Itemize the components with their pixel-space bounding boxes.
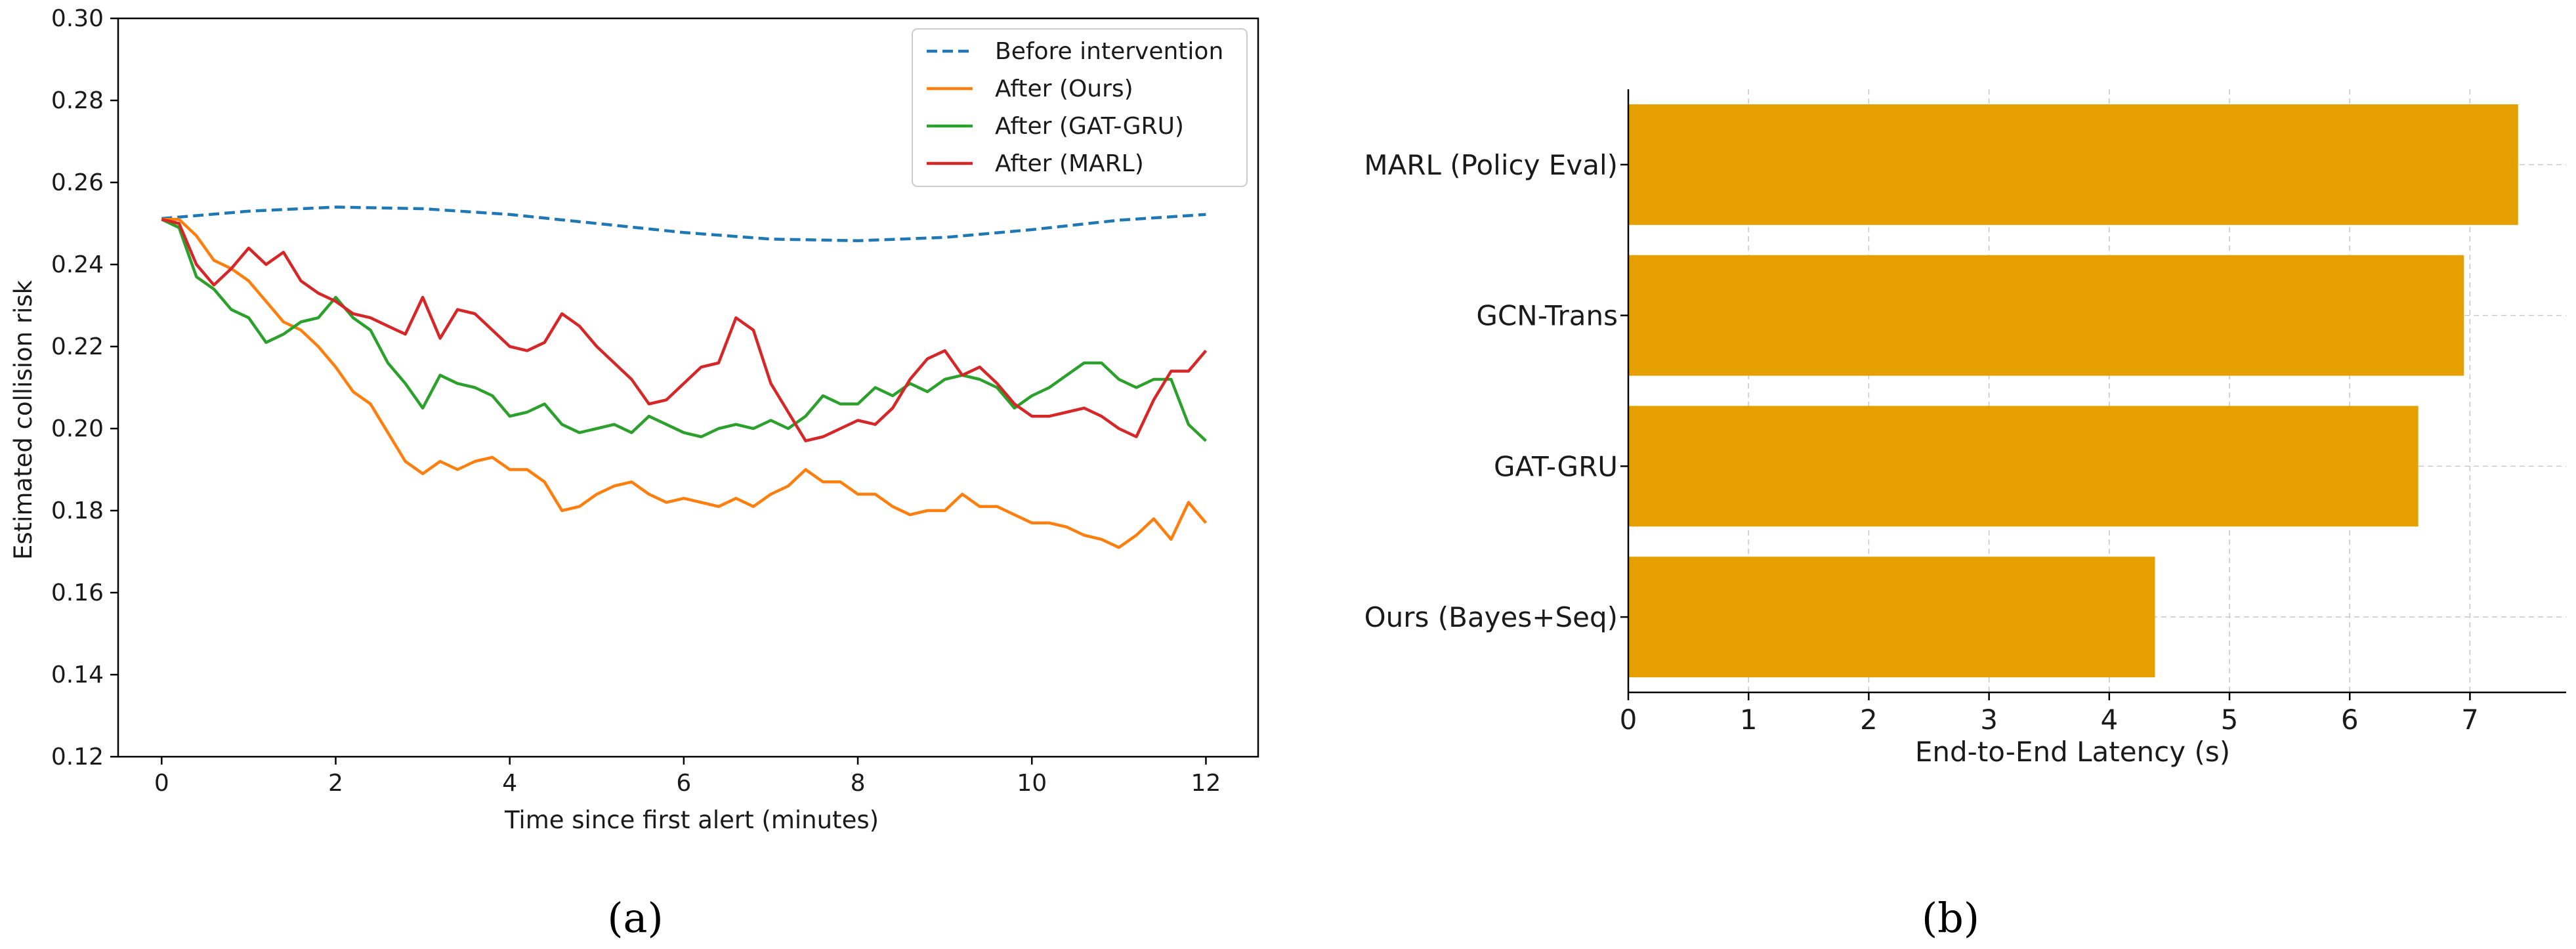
series-line-1 bbox=[161, 217, 1208, 549]
series-line-0 bbox=[161, 205, 1206, 243]
x-axis-title: Time since first alert (minutes) bbox=[504, 806, 879, 834]
category-label: GAT-GRU bbox=[1494, 450, 1618, 482]
bar-1 bbox=[1628, 406, 2418, 527]
series-line-3 bbox=[161, 218, 1208, 442]
x-tick-label: 2 bbox=[328, 770, 343, 797]
x-tick-label: 6 bbox=[676, 770, 691, 797]
x-tick-label: 4 bbox=[502, 770, 517, 797]
x-tick-label: 12 bbox=[1191, 770, 1221, 797]
line-chart-panel-a: 0 2 4 6 8 10 12 0.12 0.14 0.16 0.18 0.20 0.22 0.24 0.… bbox=[9, 5, 1259, 834]
y-tick-label: 0.24 bbox=[51, 251, 104, 278]
y-tick-label: 0.12 bbox=[51, 744, 104, 770]
x-tick-label: 10 bbox=[1017, 770, 1047, 797]
legend-box bbox=[912, 28, 1248, 187]
category-label: MARL (Policy Eval) bbox=[1364, 149, 1618, 181]
x-tick-label-b: 4 bbox=[2100, 704, 2118, 736]
panel-label-b: (b) bbox=[1922, 894, 1979, 942]
bar-group bbox=[1628, 104, 2518, 678]
x-tick-label-b: 6 bbox=[2341, 704, 2359, 736]
bar-3 bbox=[1628, 104, 2518, 225]
panel-label-a: (a) bbox=[607, 894, 663, 942]
series-line-2 bbox=[161, 218, 1207, 442]
y-tick-label: 0.18 bbox=[51, 497, 104, 524]
category-label: GCN-Trans bbox=[1476, 300, 1618, 332]
x-tick-label-b: 0 bbox=[1620, 704, 1637, 736]
bar-chart-panel-b: 0 1 2 3 4 5 6 7 Ours (Bayes+Seq) GAT-GRU GCN-Tran… bbox=[1364, 89, 2566, 768]
y-tick-label: 0.28 bbox=[51, 87, 104, 114]
y-axis-title: Estimated collision risk bbox=[9, 280, 37, 560]
legend-label-3: After (MARL) bbox=[995, 150, 1144, 177]
y-tick-label: 0.26 bbox=[51, 169, 104, 196]
x-tick-label-b: 7 bbox=[2461, 704, 2479, 736]
y-tick-label: 0.20 bbox=[51, 415, 104, 442]
plot-frame bbox=[117, 17, 1259, 758]
x-tick-label-b: 2 bbox=[1860, 704, 1878, 736]
x-axis-title-b: End-to-End Latency (s) bbox=[1915, 736, 2230, 768]
legend: Before intervention After (Ours) After (GA… bbox=[912, 28, 1248, 187]
y-tick-label: 0.30 bbox=[51, 5, 104, 32]
x-tick-label: 0 bbox=[154, 770, 169, 797]
x-tick-label-b: 1 bbox=[1740, 704, 1758, 736]
legend-label-2: After (GAT-GRU) bbox=[995, 113, 1184, 140]
x-tick-label: 8 bbox=[851, 770, 866, 797]
category-label: Ours (Bayes+Seq) bbox=[1364, 601, 1618, 633]
legend-label-1: After (Ours) bbox=[995, 75, 1133, 102]
line-series-group bbox=[161, 205, 1208, 549]
y-tick-label: 0.22 bbox=[51, 333, 104, 360]
y-tick-label: 0.14 bbox=[51, 662, 104, 688]
x-tick-label-b: 3 bbox=[1980, 704, 1998, 736]
legend-label-0: Before intervention bbox=[995, 38, 1223, 65]
y-tick-label: 0.16 bbox=[51, 580, 104, 606]
bar-2 bbox=[1628, 255, 2464, 376]
bar-0 bbox=[1628, 557, 2155, 678]
x-tick-label-b: 5 bbox=[2221, 704, 2239, 736]
